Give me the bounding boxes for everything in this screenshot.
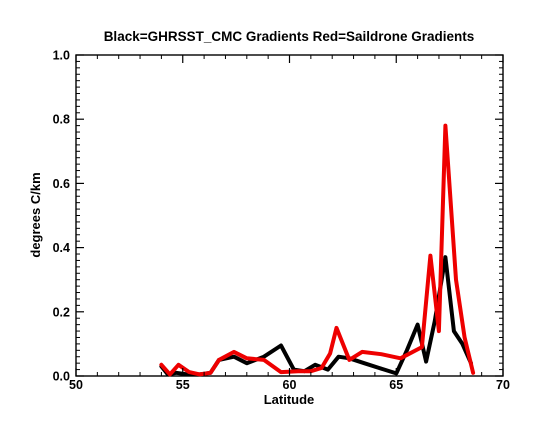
y-tick-label: 0.0 <box>53 370 70 384</box>
series-layer <box>159 123 476 377</box>
y-axis-label: degrees C/km <box>28 172 43 257</box>
x-axis-label: Latitude <box>264 392 315 407</box>
axis-ticks: 50 55 60 65 70 0.0 0.2 0.4 0.6 0.8 1.0 <box>53 49 510 393</box>
y-tick-label: 0.8 <box>53 113 70 127</box>
x-tick-label: 70 <box>496 378 510 392</box>
x-tick-label: 60 <box>283 378 297 392</box>
y-tick-label: 0.2 <box>53 305 70 319</box>
y-tick-label: 0.6 <box>53 177 70 191</box>
x-tick-label: 65 <box>389 378 403 392</box>
x-tick-label: 50 <box>69 378 83 392</box>
chart-title: Black=GHRSST_CMC Gradients Red=Saildrone… <box>104 29 475 44</box>
x-tick-label: 55 <box>176 378 190 392</box>
y-tick-label: 0.4 <box>53 241 70 255</box>
series-line-saildrone <box>159 123 476 377</box>
y-tick-label: 1.0 <box>53 49 70 63</box>
